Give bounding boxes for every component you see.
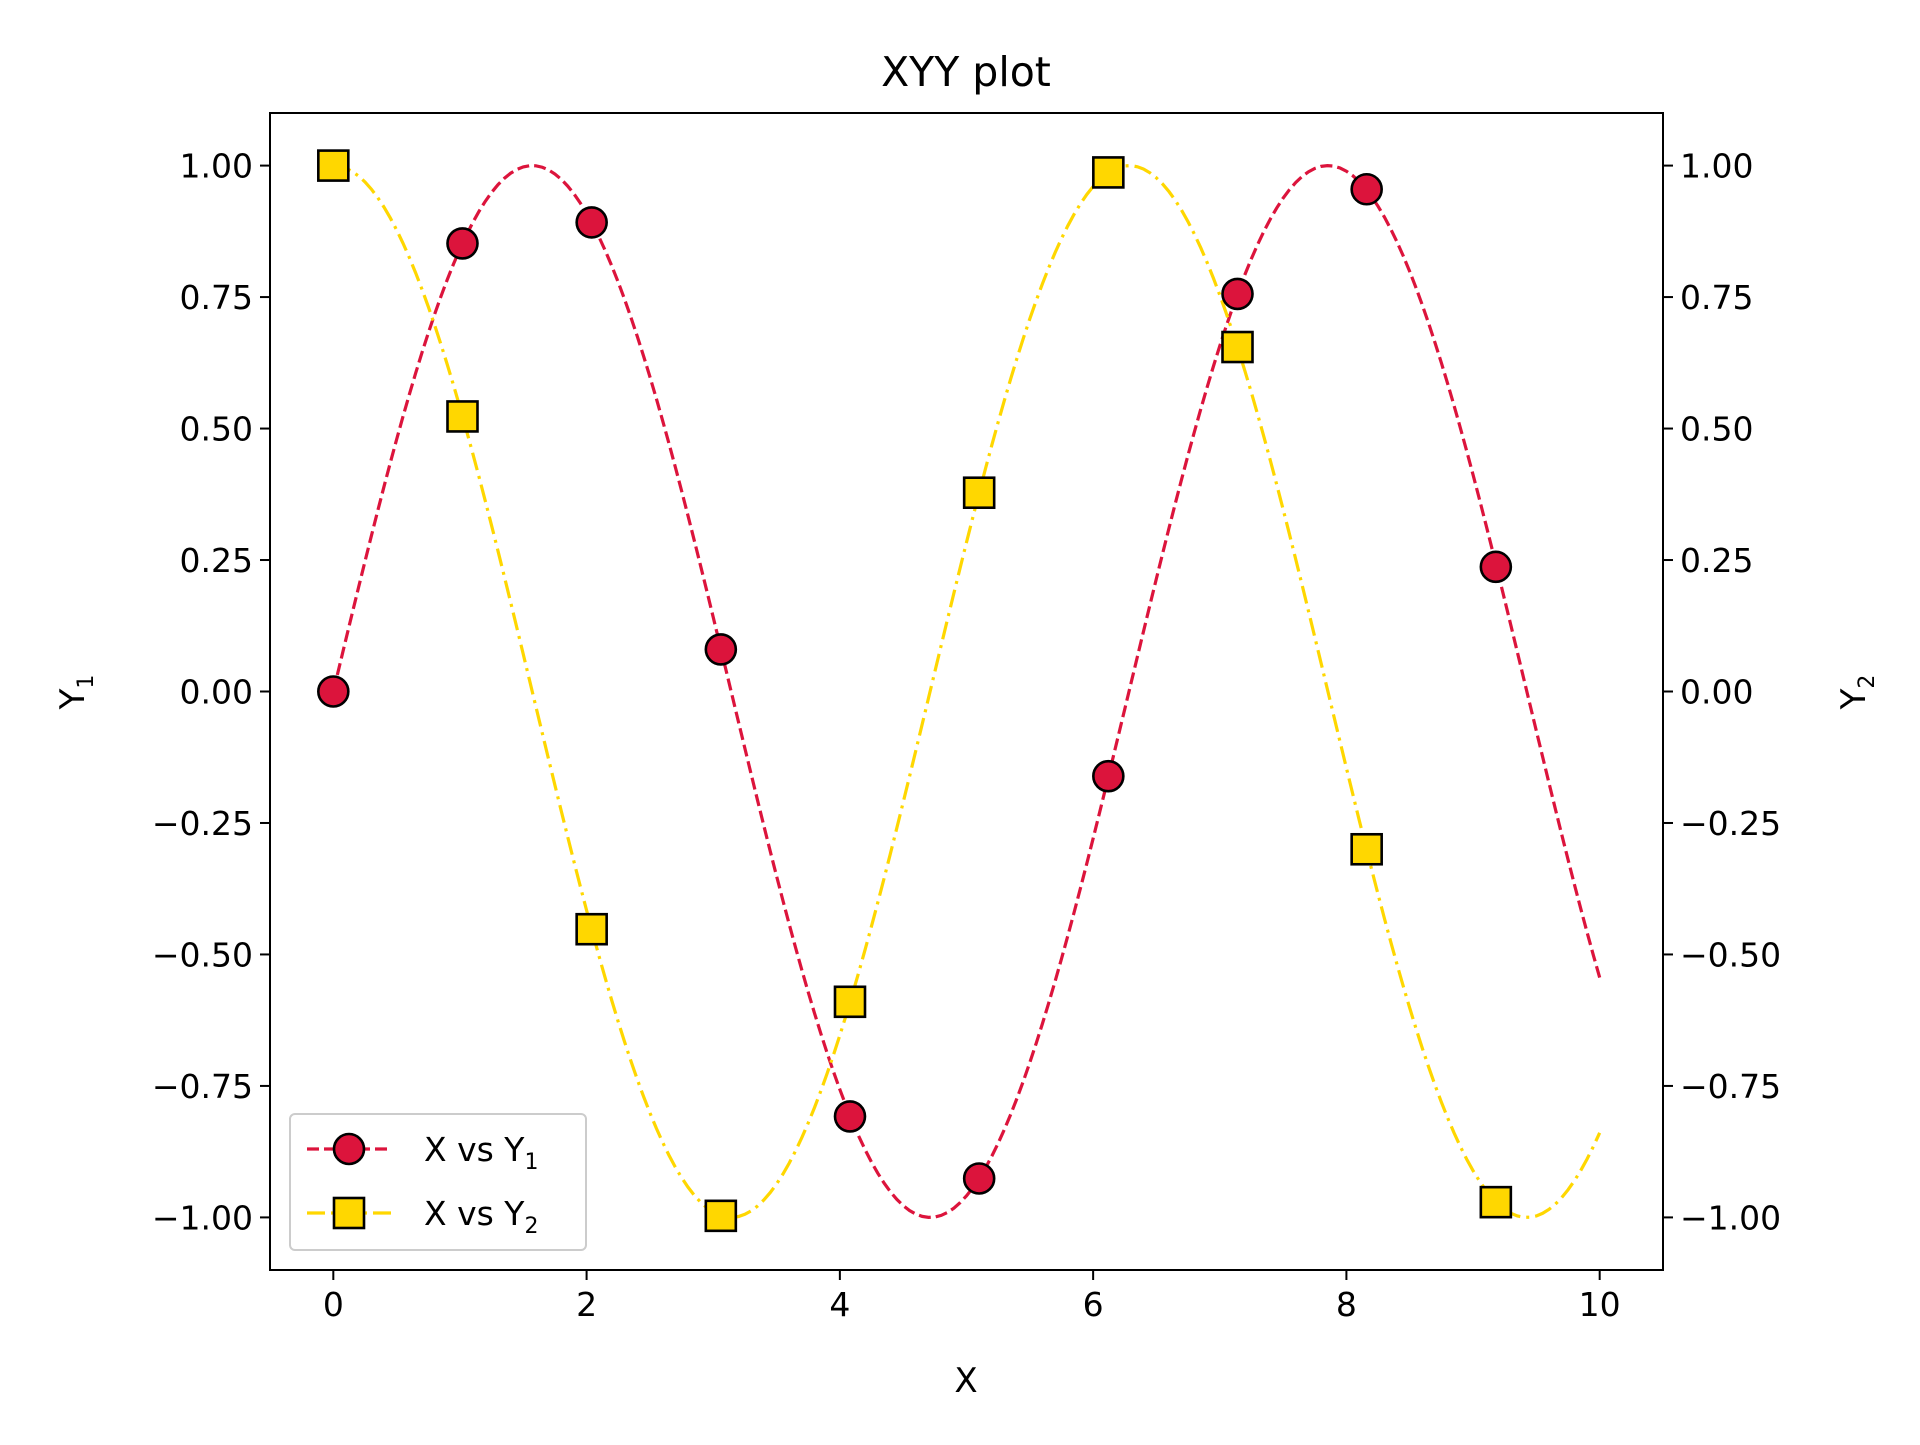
y-left-label-base: Y <box>53 688 93 710</box>
y-left-tick-label: 0.25 <box>180 541 253 580</box>
legend: X vs Y1 X vs Y2 <box>289 1113 587 1251</box>
y-right-tick-label: 0.75 <box>1680 278 1753 317</box>
y-right-axis-label: Y2 <box>1834 675 1880 711</box>
series-markers <box>317 149 1513 1233</box>
marker-y2-point <box>1221 330 1254 364</box>
marker-y2-point <box>962 476 996 510</box>
marker-y1-point <box>446 227 479 260</box>
series-lines <box>331 163 1602 1219</box>
legend-label-y1-sub: 1 <box>524 1150 538 1175</box>
y-left-tick-label: 0.75 <box>180 278 253 317</box>
y-left-tick-label: 0.50 <box>180 410 253 449</box>
marker-y2-point <box>317 149 350 182</box>
legend-marker-y1 <box>332 1132 366 1166</box>
y-left-tick-label: −0.25 <box>152 804 253 843</box>
marker-y1-point <box>317 675 350 708</box>
x-tick-label: 10 <box>1579 1285 1621 1324</box>
legend-label-y1-base: X vs Y <box>424 1130 525 1169</box>
y-right-tick-label: 0.25 <box>1680 541 1753 580</box>
y-right-tick-label: −0.75 <box>1680 1067 1781 1106</box>
y-left-tick-label: −0.75 <box>152 1067 253 1106</box>
chart-title: XYY plot <box>881 48 1051 96</box>
x-tick-label: 6 <box>1083 1285 1104 1324</box>
svg-text:Y1: Y1 <box>53 675 99 711</box>
x-tick-label: 8 <box>1336 1285 1357 1324</box>
marker-y1-point <box>1350 172 1383 206</box>
y-right-tick-label: −0.50 <box>1680 935 1781 974</box>
marker-y2-point <box>446 400 479 433</box>
y-right-tick-label: −0.25 <box>1680 804 1781 843</box>
legend-label-y2-base: X vs Y <box>424 1194 525 1233</box>
marker-y2-point <box>833 985 867 1019</box>
x-axis-label: X <box>954 1361 977 1401</box>
legend-marker-y2 <box>332 1196 366 1230</box>
marker-y2-point <box>1479 1185 1513 1219</box>
marker-y1-point <box>1092 759 1125 793</box>
y-left-label-sub: 1 <box>74 675 99 689</box>
marker-y2-point <box>575 912 608 946</box>
marker-y1-point <box>962 1162 996 1195</box>
marker-y1-point <box>833 1100 867 1133</box>
marker-y1-point <box>1479 550 1513 584</box>
marker-y1-point <box>575 206 608 239</box>
y-right-label-sub: 2 <box>1855 675 1880 689</box>
marker-y1-point <box>1221 277 1254 311</box>
series-line-y2 <box>333 163 1602 1219</box>
marker-y2-point <box>704 1199 738 1233</box>
y-left-axis-label: Y1 <box>53 675 99 711</box>
y-left-tick-label: −1.00 <box>152 1198 253 1237</box>
legend-label-y2: X vs Y2 <box>424 1194 538 1239</box>
legend-label-y1: X vs Y1 <box>424 1130 538 1175</box>
x-tick-label: 0 <box>323 1285 344 1324</box>
y-right-label-base: Y <box>1834 688 1874 710</box>
series-line-y1 <box>331 163 1602 1219</box>
legend-label-y2-sub: 2 <box>524 1214 538 1239</box>
x-tick-label: 4 <box>829 1285 850 1324</box>
marker-y1-point <box>704 633 738 666</box>
y-left-tick-label: −0.50 <box>152 935 253 974</box>
y-right-tick-label: 1.00 <box>1680 147 1753 186</box>
svg-text:Y2: Y2 <box>1834 675 1880 711</box>
y-right-tick-label: −1.00 <box>1680 1198 1781 1237</box>
y-right-tick-label: 0.00 <box>1680 673 1753 712</box>
marker-y2-point <box>1350 832 1383 866</box>
y-left-tick-label: 0.00 <box>180 673 253 712</box>
y-right-tick-label: 0.50 <box>1680 410 1753 449</box>
x-tick-label: 2 <box>576 1285 597 1324</box>
y-left-tick-label: 1.00 <box>180 147 253 186</box>
marker-y2-point <box>1092 156 1125 189</box>
axis-ticks: 0 2 4 6 8 10 1.00 1.00 0.75 0.75 0.50 0.50 0.25 0.25 0… <box>152 147 1781 1324</box>
